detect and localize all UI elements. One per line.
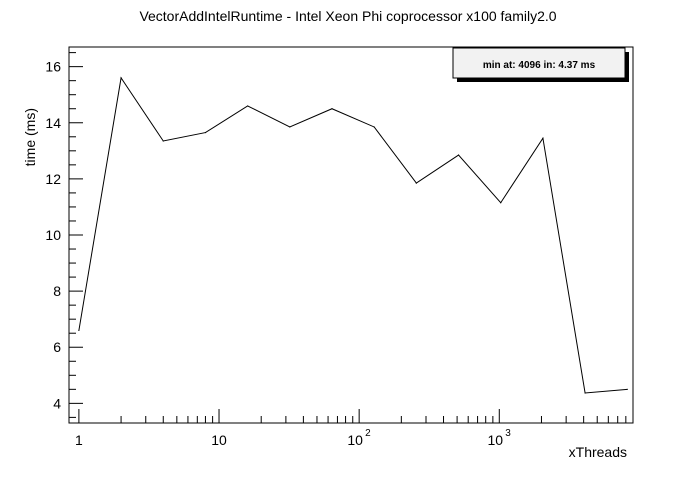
data-point	[204, 131, 207, 134]
y-axis-label: time (ms)	[22, 108, 38, 166]
series-layer	[78, 76, 628, 394]
y-tick-label: 12	[45, 171, 61, 187]
data-point	[626, 388, 628, 390]
data-point	[500, 202, 502, 204]
x-tick-label: 10 2	[347, 428, 371, 448]
stats-box-text: min at: 4096 in: 4.37 ms	[483, 60, 596, 71]
data-point	[457, 154, 460, 156]
data-point	[542, 137, 544, 139]
plot-area	[68, 46, 634, 424]
data-point	[247, 105, 249, 107]
data-point	[584, 392, 586, 394]
y-tick-label: 4	[53, 395, 61, 411]
y-tick-label: 16	[45, 59, 61, 75]
stats-box-frame	[452, 47, 626, 79]
x-tick-label-exponent: 2	[365, 428, 371, 439]
data-point	[289, 126, 291, 128]
chart-title: VectorAddIntelRuntime - Intel Xeon Phi c…	[139, 8, 556, 24]
y-tick-label: 8	[53, 283, 61, 299]
data-point	[162, 140, 164, 142]
x-tick-label-base: 10	[211, 432, 227, 448]
series-line	[78, 76, 628, 394]
y-tick-label: 10	[45, 227, 61, 243]
data-point	[415, 182, 417, 184]
x-tick-label-base: 1	[75, 432, 83, 448]
plot-frame	[68, 46, 634, 424]
x-tick-label-base: 10	[347, 432, 363, 448]
x-tick-label-exponent: 3	[505, 428, 511, 439]
x-axis: 1 10 10 2 10 3	[75, 409, 634, 448]
data-point	[120, 77, 122, 79]
y-tick-label: 14	[45, 115, 61, 131]
data-point	[331, 108, 333, 110]
y-axis: 4 6 8 10 12 14 16	[45, 52, 83, 418]
data-point	[373, 126, 375, 128]
stats-box: min at: 4096 in: 4.37 ms	[452, 47, 629, 82]
x-tick-label-base: 10	[487, 432, 503, 448]
x-tick-label: 10	[211, 432, 227, 448]
x-tick-label: 1	[75, 432, 83, 448]
data-point	[78, 329, 80, 332]
y-tick-label: 6	[53, 339, 61, 355]
x-tick-label: 10 3	[487, 428, 511, 448]
x-axis-label: xThreads	[569, 444, 627, 460]
